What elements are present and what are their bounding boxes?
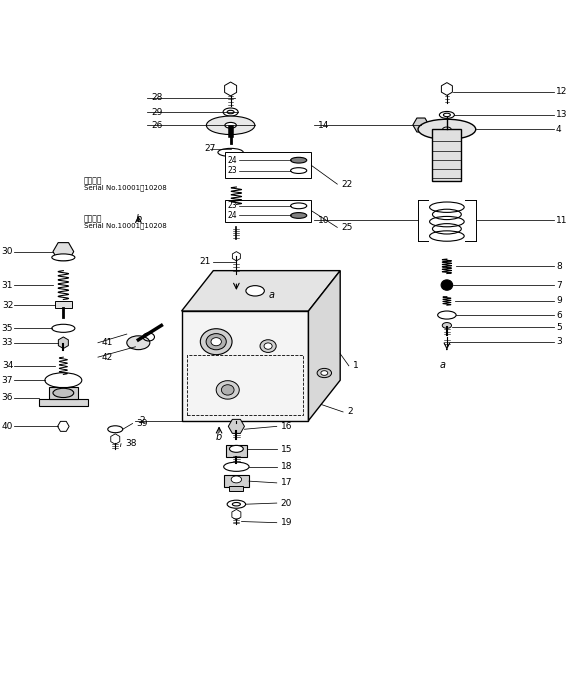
Text: 32: 32 bbox=[2, 300, 13, 309]
Bar bbox=[182, 311, 308, 420]
Ellipse shape bbox=[442, 323, 451, 328]
Text: 42: 42 bbox=[102, 353, 113, 362]
Text: a: a bbox=[268, 289, 274, 300]
Text: 41: 41 bbox=[102, 338, 113, 347]
Text: 15: 15 bbox=[281, 445, 292, 454]
Text: 9: 9 bbox=[556, 296, 561, 305]
Ellipse shape bbox=[321, 371, 328, 375]
Bar bbox=[49, 387, 78, 399]
Ellipse shape bbox=[206, 116, 255, 135]
Text: 13: 13 bbox=[556, 110, 567, 119]
Ellipse shape bbox=[108, 426, 122, 433]
Text: 36: 36 bbox=[2, 393, 13, 402]
Text: 34: 34 bbox=[2, 361, 13, 370]
Text: 40: 40 bbox=[2, 422, 13, 431]
Ellipse shape bbox=[231, 476, 241, 483]
Ellipse shape bbox=[440, 112, 454, 118]
Text: 28: 28 bbox=[151, 93, 162, 102]
Text: 26: 26 bbox=[151, 121, 162, 130]
Text: 11: 11 bbox=[556, 216, 567, 225]
Ellipse shape bbox=[264, 343, 272, 349]
Bar bbox=[230, 487, 243, 491]
Bar bbox=[54, 300, 72, 308]
Text: 19: 19 bbox=[281, 518, 292, 527]
Ellipse shape bbox=[127, 336, 150, 350]
Text: 1: 1 bbox=[353, 361, 359, 370]
Ellipse shape bbox=[211, 337, 222, 346]
Text: 29: 29 bbox=[151, 107, 162, 116]
Text: 39: 39 bbox=[137, 419, 148, 428]
Text: 31: 31 bbox=[2, 281, 13, 289]
Text: 17: 17 bbox=[281, 478, 292, 487]
Ellipse shape bbox=[222, 385, 234, 395]
Ellipse shape bbox=[291, 158, 306, 163]
Text: 24: 24 bbox=[228, 155, 237, 164]
Bar bbox=[225, 153, 311, 178]
Ellipse shape bbox=[442, 127, 451, 132]
Ellipse shape bbox=[200, 329, 232, 355]
Text: 23: 23 bbox=[228, 201, 237, 210]
Text: 7: 7 bbox=[556, 281, 561, 289]
Text: 16: 16 bbox=[281, 422, 292, 431]
Ellipse shape bbox=[230, 445, 243, 452]
Ellipse shape bbox=[438, 311, 456, 319]
Text: 4: 4 bbox=[556, 125, 561, 134]
Ellipse shape bbox=[291, 213, 306, 218]
Text: 27: 27 bbox=[205, 144, 216, 153]
Ellipse shape bbox=[444, 113, 451, 116]
Text: 30: 30 bbox=[2, 247, 13, 256]
Ellipse shape bbox=[216, 381, 239, 399]
Ellipse shape bbox=[206, 334, 226, 350]
Text: 10: 10 bbox=[318, 216, 330, 225]
Text: 33: 33 bbox=[2, 338, 13, 347]
Text: 37: 37 bbox=[2, 376, 13, 385]
Polygon shape bbox=[182, 270, 340, 311]
Text: 適用号機: 適用号機 bbox=[84, 177, 102, 185]
Ellipse shape bbox=[317, 369, 332, 378]
Bar bbox=[225, 200, 311, 222]
Text: b: b bbox=[135, 214, 141, 224]
Ellipse shape bbox=[225, 123, 236, 128]
Bar bbox=[188, 355, 303, 415]
Text: 21: 21 bbox=[199, 257, 210, 266]
Text: b: b bbox=[216, 432, 222, 442]
Text: 38: 38 bbox=[125, 439, 137, 448]
Bar bbox=[432, 130, 461, 181]
Text: 22: 22 bbox=[341, 180, 353, 189]
Text: 適用号機: 適用号機 bbox=[84, 214, 102, 223]
Text: 35: 35 bbox=[2, 324, 13, 332]
Ellipse shape bbox=[418, 119, 476, 139]
Bar bbox=[226, 445, 247, 457]
Text: 20: 20 bbox=[281, 498, 292, 507]
Ellipse shape bbox=[223, 108, 238, 116]
Text: 5: 5 bbox=[556, 323, 561, 332]
Ellipse shape bbox=[53, 388, 74, 397]
Text: Serial No.10001～10208: Serial No.10001～10208 bbox=[84, 185, 166, 192]
Text: 25: 25 bbox=[341, 223, 353, 232]
Text: 3: 3 bbox=[556, 337, 561, 346]
Ellipse shape bbox=[441, 280, 452, 290]
Bar bbox=[39, 399, 87, 406]
Ellipse shape bbox=[52, 254, 75, 261]
Text: Serial No.10001～10208: Serial No.10001～10208 bbox=[84, 222, 166, 229]
Text: 14: 14 bbox=[318, 121, 330, 130]
Text: 23: 23 bbox=[228, 166, 237, 175]
Ellipse shape bbox=[246, 286, 264, 296]
Ellipse shape bbox=[232, 503, 240, 506]
Text: 18: 18 bbox=[281, 462, 292, 471]
Text: 24: 24 bbox=[228, 211, 237, 220]
Text: 6: 6 bbox=[556, 311, 561, 319]
Text: 8: 8 bbox=[556, 262, 561, 271]
Ellipse shape bbox=[227, 500, 246, 508]
Bar bbox=[224, 475, 249, 487]
Text: a: a bbox=[440, 360, 445, 370]
Polygon shape bbox=[308, 270, 340, 420]
Text: 2: 2 bbox=[347, 408, 353, 416]
Ellipse shape bbox=[227, 110, 234, 114]
Ellipse shape bbox=[260, 339, 276, 353]
Text: 2: 2 bbox=[139, 416, 145, 425]
Text: 12: 12 bbox=[556, 87, 567, 96]
